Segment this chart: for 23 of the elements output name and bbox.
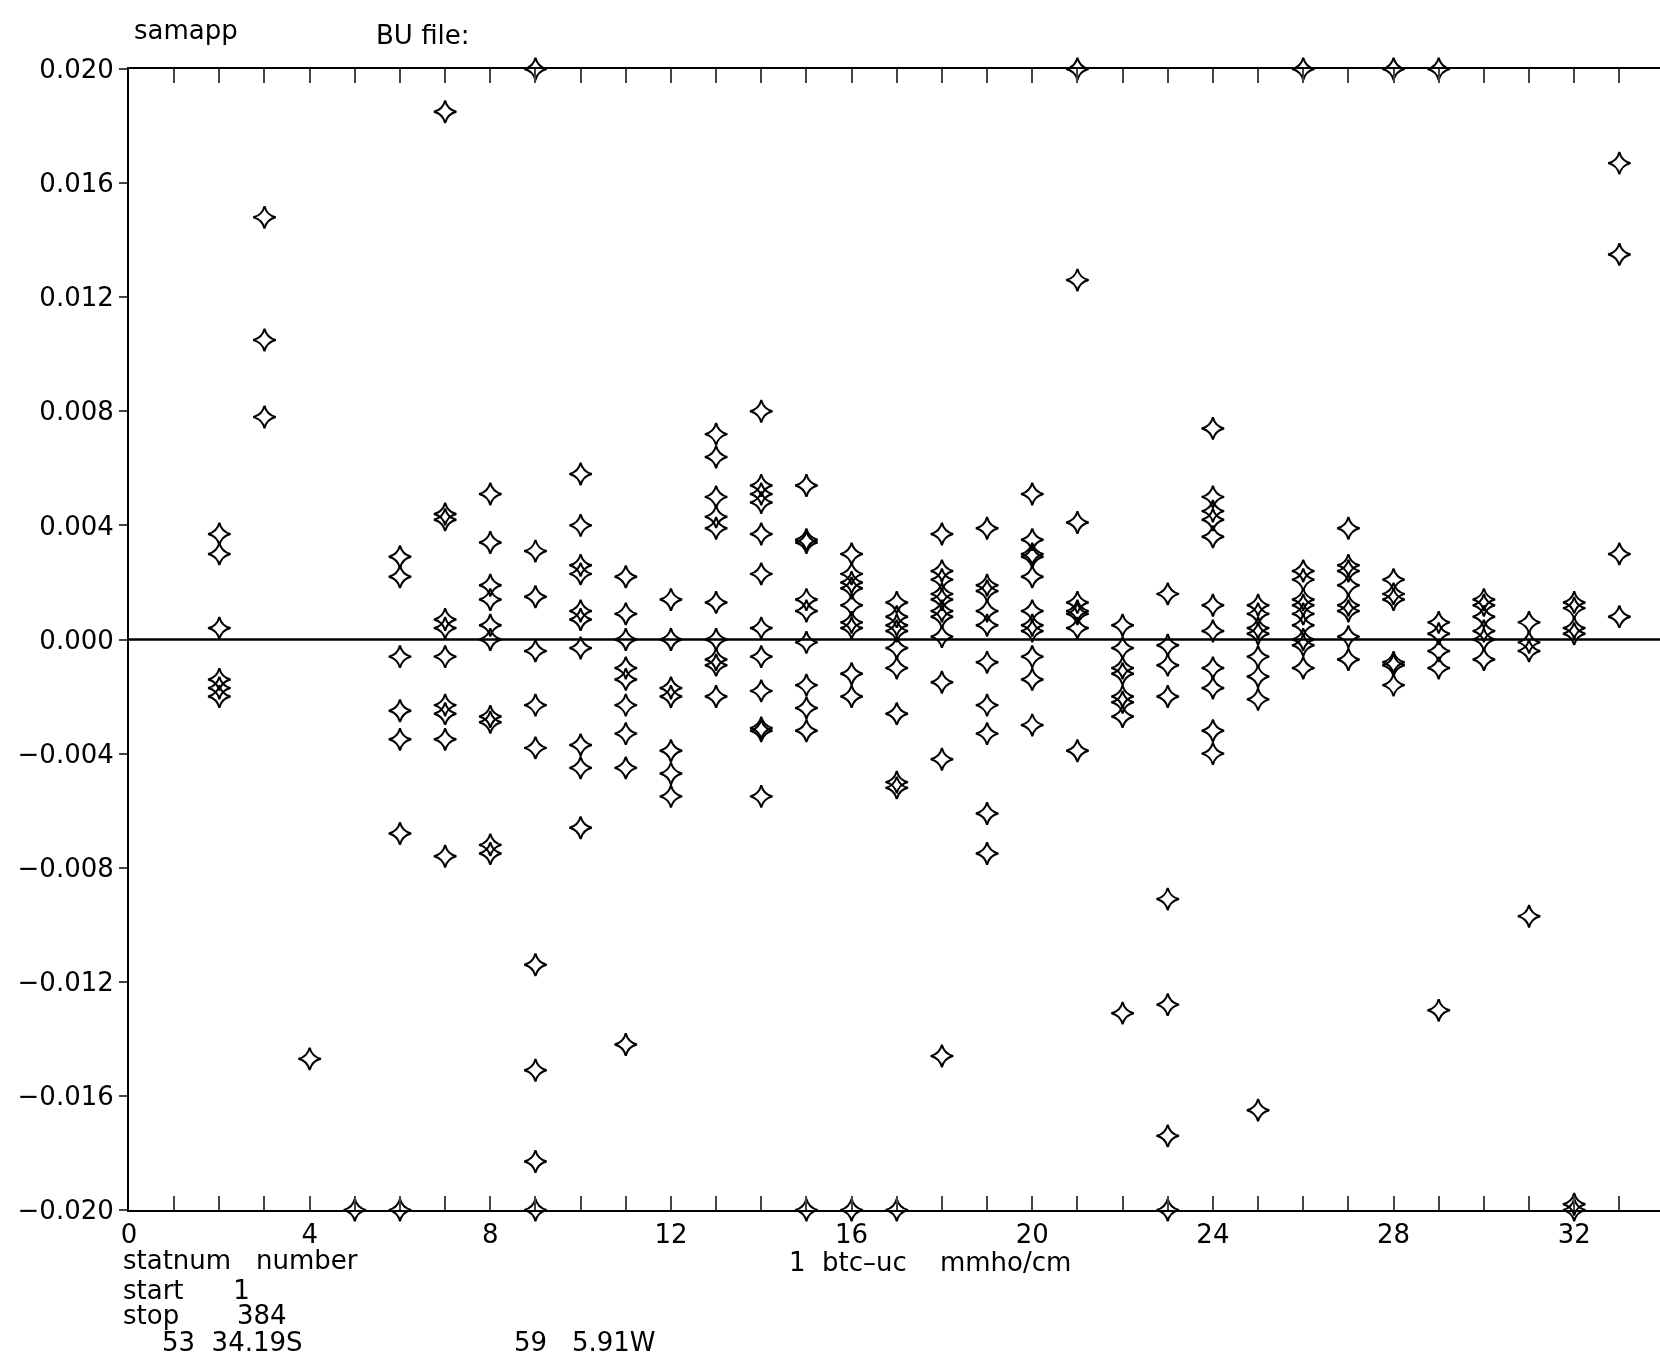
y-tick-label: 0.000: [39, 624, 114, 655]
text: start 1: [123, 1275, 250, 1305]
x-tick-label: 20: [1015, 1219, 1049, 1250]
text: samapp: [134, 15, 238, 45]
y-tick-label: 0.012: [39, 282, 114, 313]
y-tick-label: 0.020: [39, 54, 114, 85]
x-tick-label: 8: [482, 1219, 499, 1250]
y-tick-label: −0.016: [17, 1081, 114, 1111]
y-tick-label: −0.004: [17, 738, 114, 769]
y-tick-label: 0.004: [39, 510, 114, 541]
y-tick-label: 0.016: [39, 168, 114, 199]
x-tick-label: 12: [654, 1219, 688, 1250]
x-tick-label: 16: [835, 1219, 869, 1250]
x-tick-label: 28: [1376, 1219, 1411, 1250]
text: 1 btc–uc mmho/cm: [789, 1247, 1072, 1277]
x-tick-label: 24: [1196, 1219, 1230, 1250]
y-tick-label: −0.020: [17, 1195, 114, 1226]
x-tick-label: 32: [1557, 1219, 1591, 1250]
y-tick-label: −0.008: [17, 852, 114, 883]
y-tick-label: 0.008: [39, 396, 114, 427]
text: BU file:: [376, 20, 470, 50]
y-tick-label: −0.012: [17, 966, 114, 997]
text: 59 5.91W: [514, 1327, 656, 1357]
